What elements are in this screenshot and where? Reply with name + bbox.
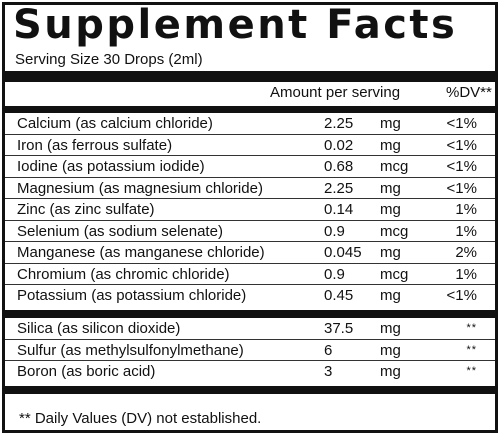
nutrient-dv: 1% — [455, 265, 477, 283]
nutrient-amount: 0.9 — [324, 265, 345, 283]
nutrient-amount: 0.45 — [324, 287, 354, 304]
nutrient-unit: mg — [380, 115, 401, 132]
nutrient-amount: 0.68 — [324, 158, 354, 175]
nutrient-unit: mg — [380, 201, 401, 218]
bottom-divider — [5, 386, 495, 394]
nutrient-amount: 0.045 — [324, 244, 362, 261]
nutrient-row: Chromium (as chromic chloride) 0.9 mcg 1… — [5, 264, 495, 285]
nutrient-name: Potassium (as potassium chloride) — [17, 287, 247, 304]
other-ingredients-list: Silica (as silicon dioxide) 37.5 mg ** S… — [5, 318, 495, 382]
nutrient-name: Manganese (as manganese chloride) — [17, 244, 265, 261]
nutrient-dv: 2% — [455, 244, 477, 261]
nutrient-row: Selenium (as sodium selenate) 0.9 mcg 1% — [5, 221, 495, 242]
nutrient-row: Magnesium (as magnesium chloride) 2.25 m… — [5, 178, 495, 199]
nutrient-dv: ** — [466, 322, 477, 334]
header-divider — [5, 106, 495, 113]
column-header-row: Amount per serving %DV** — [5, 84, 495, 106]
nutrient-dv: 1% — [455, 201, 477, 218]
nutrient-unit: mcg — [380, 265, 409, 283]
nutrient-row: Calcium (as calcium chloride) 2.25 mg <1… — [5, 113, 495, 135]
minerals-list: Calcium (as calcium chloride) 2.25 mg <1… — [5, 113, 495, 306]
nutrient-dv: <1% — [446, 179, 477, 197]
nutrient-row: Boron (as boric acid) 3 mg ** — [5, 361, 495, 382]
nutrient-unit: mg — [380, 320, 401, 337]
nutrient-amount: 0.02 — [324, 136, 354, 154]
nutrient-amount: 0.9 — [324, 222, 345, 240]
nutrient-name: Zinc (as zinc sulfate) — [17, 201, 155, 218]
nutrient-row: Manganese (as manganese chloride) 0.045 … — [5, 242, 495, 264]
dv-column-header: %DV** — [446, 84, 492, 101]
nutrient-unit: mg — [380, 136, 401, 154]
nutrient-unit: mcg — [380, 158, 409, 175]
section-divider — [5, 310, 495, 318]
panel-title: Supplement Facts — [13, 2, 458, 48]
nutrient-dv: ** — [466, 343, 477, 356]
nutrient-name: Selenium (as sodium selenate) — [17, 222, 223, 240]
nutrient-row: Sulfur (as methylsulfonylmethane) 6 mg *… — [5, 340, 495, 361]
nutrient-unit: mg — [380, 244, 401, 261]
nutrient-row: Silica (as silicon dioxide) 37.5 mg ** — [5, 318, 495, 340]
nutrient-amount: 3 — [324, 363, 333, 380]
nutrient-amount: 2.25 — [324, 179, 354, 197]
nutrient-dv: 1% — [455, 222, 477, 240]
nutrient-dv: <1% — [446, 136, 477, 154]
amount-column-header: Amount per serving — [270, 84, 401, 101]
nutrient-name: Iodine (as potassium iodide) — [17, 158, 205, 175]
nutrient-unit: mcg — [380, 222, 409, 240]
nutrient-amount: 37.5 — [324, 320, 354, 337]
nutrient-amount: 0.14 — [324, 201, 354, 218]
nutrient-dv: ** — [466, 365, 477, 377]
nutrient-name: Silica (as silicon dioxide) — [17, 320, 181, 337]
nutrient-row: Iodine (as potassium iodide) 0.68 mcg <1… — [5, 156, 495, 178]
nutrient-name: Sulfur (as methylsulfonylmethane) — [17, 341, 244, 359]
nutrient-name: Boron (as boric acid) — [17, 363, 156, 380]
nutrient-dv: <1% — [446, 158, 477, 175]
nutrient-name: Calcium (as calcium chloride) — [17, 115, 213, 132]
nutrient-unit: mg — [380, 341, 401, 359]
nutrient-dv: <1% — [446, 287, 477, 304]
thick-divider — [5, 71, 495, 82]
nutrient-row: Iron (as ferrous sulfate) 0.02 mg <1% — [5, 135, 495, 156]
nutrient-unit: mg — [380, 287, 401, 304]
nutrient-row: Zinc (as zinc sulfate) 0.14 mg 1% — [5, 199, 495, 221]
nutrient-dv: <1% — [446, 115, 477, 132]
nutrient-name: Iron (as ferrous sulfate) — [17, 136, 173, 154]
footnote: ** Daily Values (DV) not established. — [19, 410, 262, 427]
nutrient-unit: mg — [380, 179, 401, 197]
nutrient-name: Chromium (as chromic chloride) — [17, 265, 230, 283]
serving-size: Serving Size 30 Drops (2ml) — [15, 51, 203, 68]
nutrient-name: Magnesium (as magnesium chloride) — [17, 179, 263, 197]
nutrient-amount: 6 — [324, 341, 333, 359]
nutrient-amount: 2.25 — [324, 115, 354, 132]
nutrient-row: Potassium (as potassium chloride) 0.45 m… — [5, 285, 495, 306]
nutrient-unit: mg — [380, 363, 401, 380]
